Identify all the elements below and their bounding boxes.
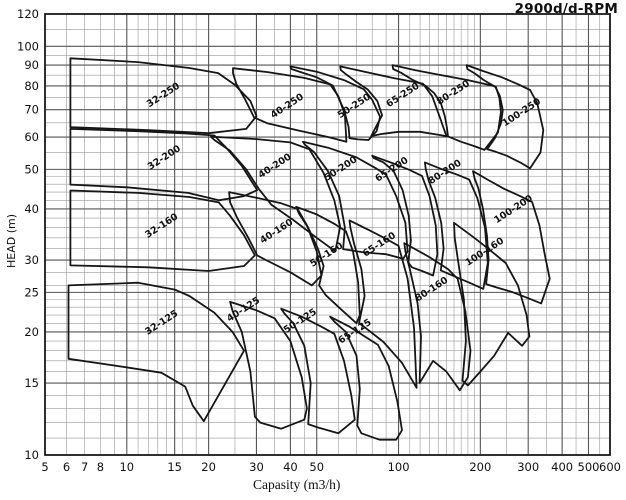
x-tick-600: 600 bbox=[599, 460, 621, 474]
x-tick-8: 8 bbox=[97, 460, 104, 474]
pump-envelope-40-200 bbox=[210, 135, 342, 253]
x-tick-300: 300 bbox=[517, 460, 539, 474]
pump-label-80-250: 80-250 bbox=[435, 78, 472, 108]
x-tick-200: 200 bbox=[469, 460, 491, 474]
pump-envelope-50-160 bbox=[295, 205, 361, 325]
pump-envelope-50-250 bbox=[289, 65, 381, 141]
pump-envelope-65-200 bbox=[371, 154, 439, 277]
y-tick-20: 20 bbox=[24, 325, 39, 339]
pump-envelope-40-125 bbox=[229, 301, 308, 430]
y-tick-90: 90 bbox=[24, 58, 39, 72]
pump-label-80-200: 80-200 bbox=[427, 157, 464, 187]
pump-label-32-250: 32-250 bbox=[145, 80, 182, 110]
x-tick-400: 400 bbox=[551, 460, 573, 474]
pump-envelope-80-200 bbox=[424, 161, 489, 290]
y-tick-60: 60 bbox=[24, 130, 39, 144]
pump-envelope-50-200 bbox=[302, 140, 409, 260]
pump-envelope-32-250 bbox=[69, 57, 258, 135]
pump-label-65-250: 65-250 bbox=[384, 80, 421, 110]
y-axis-title: HEAD (m) bbox=[5, 213, 18, 268]
pump-envelopes bbox=[67, 57, 551, 441]
x-tick-100: 100 bbox=[388, 460, 410, 474]
plot-border bbox=[44, 13, 611, 456]
y-tick-25: 25 bbox=[24, 285, 39, 299]
pump-envelope-100-200 bbox=[472, 170, 551, 305]
y-tick-50: 50 bbox=[24, 162, 39, 176]
pump-envelope-40-250 bbox=[232, 67, 348, 143]
x-axis-title: Capasity (m3/h) bbox=[253, 477, 341, 492]
y-tick-30: 30 bbox=[24, 253, 39, 267]
x-tick-10: 10 bbox=[119, 460, 134, 474]
pump-envelope-32-125 bbox=[67, 281, 245, 423]
y-tick-80: 80 bbox=[24, 79, 39, 93]
pump-label-40-160: 40-160 bbox=[258, 217, 295, 247]
x-tick-500: 500 bbox=[578, 460, 600, 474]
x-tick-50: 50 bbox=[309, 460, 324, 474]
y-tick-labels: 120 100 90 80 70 60 50 40 30 25 20 15 10 bbox=[17, 7, 39, 462]
x-tick-7: 7 bbox=[81, 460, 88, 474]
x-tick-labels: 5 6 7 8 10 15 20 30 40 50 100 200 300 400 500 600 bbox=[41, 460, 621, 474]
x-tick-5: 5 bbox=[41, 460, 48, 474]
chart-title: 2900d/d-RPM bbox=[514, 1, 618, 17]
pump-envelope-100-250 bbox=[465, 64, 545, 170]
x-tick-15: 15 bbox=[167, 460, 182, 474]
pump-label-100-160: 100-160 bbox=[463, 235, 506, 268]
grid bbox=[45, 13, 611, 456]
pump-envelope-80-250 bbox=[391, 64, 502, 151]
x-tick-30: 30 bbox=[249, 460, 264, 474]
pump-envelope-32-200 bbox=[69, 128, 259, 202]
x-tick-6: 6 bbox=[63, 460, 70, 474]
y-tick-10: 10 bbox=[24, 448, 39, 462]
pump-envelope-100-160 bbox=[453, 221, 531, 387]
pump-envelope-65-160 bbox=[348, 219, 418, 389]
pump-envelope-65-250 bbox=[339, 65, 448, 137]
y-tick-40: 40 bbox=[24, 202, 39, 216]
y-tick-100: 100 bbox=[17, 39, 39, 53]
pump-envelope-50-125 bbox=[280, 307, 356, 435]
x-tick-40: 40 bbox=[283, 460, 298, 474]
pump-envelope-80-160 bbox=[403, 242, 472, 392]
y-tick-120: 120 bbox=[17, 7, 39, 21]
y-tick-15: 15 bbox=[24, 376, 39, 390]
y-tick-70: 70 bbox=[24, 103, 39, 117]
pump-envelope-65-125 bbox=[329, 315, 403, 441]
pump-envelope-32-160 bbox=[69, 189, 256, 272]
x-tick-20: 20 bbox=[201, 460, 216, 474]
pump-label-32-200: 32-200 bbox=[146, 143, 183, 173]
pump-envelope-40-160 bbox=[228, 191, 323, 287]
